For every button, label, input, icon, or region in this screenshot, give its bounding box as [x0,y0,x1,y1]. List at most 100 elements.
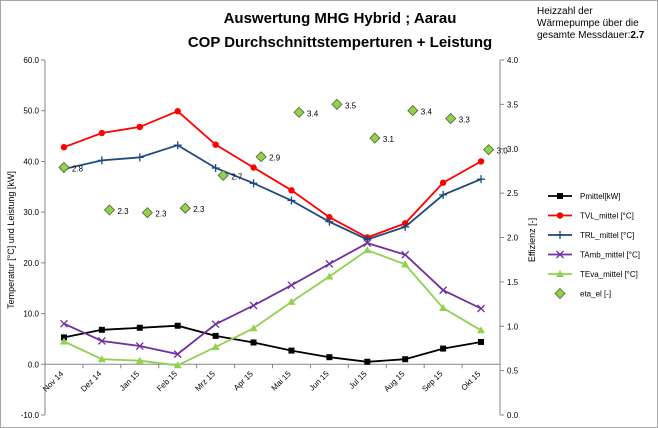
data-label: 2.3 [193,205,205,214]
y-axis-label: Temperatur [°C] und Leistung [kW] [6,171,16,309]
x-tick-label: Dez 14 [79,369,104,394]
series-line [63,249,482,367]
marker-diamond [293,106,305,118]
marker-square [174,322,181,329]
marker-triangle [173,361,182,369]
series-line [63,144,482,241]
marker-square [478,338,485,345]
marker-plus [556,231,564,239]
marker-square [402,356,409,363]
marker-circle [439,179,447,186]
marker-triangle [59,337,68,345]
marker-triangle [97,355,106,363]
x-tick-label: Jan 15 [118,369,142,393]
y2-tick-label: 3.5 [507,100,519,109]
axes: 60.0 50.0 40.0 30.0 20.0 10.0 0.0 -10.0 4.0 3.5 3.… [21,56,519,420]
x-tick-label: Aug 15 [382,369,407,394]
marker-plus [477,175,486,184]
data-label: 3.4 [307,109,319,118]
y2-tick-label: 2.0 [507,234,519,243]
marker-circle [477,158,485,165]
marker-x [135,342,144,350]
marker-square [98,326,105,333]
chart-subtitle: COP Durchschnittstemperturen + Leistung [187,34,493,51]
series-line [63,242,482,356]
x-tick-label: Jun 15 [307,369,331,393]
marker-x [97,336,106,345]
y2-tick-label: 1.0 [507,322,519,331]
legend-label: TVL_mittel [°C] [580,212,634,221]
marker-diamond [141,207,153,219]
x-tick-label: Okt 15 [459,369,482,392]
marker-circle [288,187,295,194]
marker-square [60,334,67,341]
marker-circle [60,144,68,151]
y-tick-label: 40.0 [23,157,39,166]
x-tick-label: Apr 15 [232,369,255,392]
marker-x [173,350,182,359]
y2-tick-label: 4.0 [507,56,519,65]
summary-note: Heizzahl der Wärmepumpe über die gesamte… [537,6,655,42]
marker-diamond [445,113,457,125]
marker-x [401,250,410,259]
marker-square [440,345,447,352]
marker-x [249,301,258,310]
marker-plus [325,217,334,226]
marker-x [439,286,448,295]
data-label: 3.1 [383,135,395,144]
marker-diamond [331,98,343,110]
marker-diamond [58,161,70,173]
marker-circle [98,129,106,137]
y2-axis-label: Effizienz [-] [527,218,537,262]
y-tick-label: 60.0 [23,56,39,65]
marker-diamond [483,144,495,156]
marker-triangle [249,324,258,332]
marker-diamond [369,132,381,144]
marker-circle [136,123,143,131]
y2-tick-label: 3.0 [507,145,519,154]
marker-plus [211,164,220,173]
marker-x [363,239,372,248]
marker-square [557,193,563,199]
y-tick-label: 50.0 [23,107,39,116]
marker-x [477,304,486,313]
marker-plus [439,190,448,199]
marker-plus [287,196,296,205]
legend-label: TEva_mittel [°C] [580,270,638,279]
marker-triangle [439,303,448,311]
series-line [63,110,482,239]
marker-triangle [363,246,372,254]
x-tick-label: Mai 15 [270,369,294,393]
marker-square [364,358,371,365]
marker-circle [250,164,257,171]
marker-triangle [135,356,144,364]
marker-circle [556,212,564,219]
marker-triangle [477,326,486,334]
y-tick-label: 30.0 [23,208,39,217]
chart-title: Auswertung MHG Hybrid ; Aarau [223,10,457,27]
summary-note-value: 2.7 [630,30,645,41]
marker-diamond [217,169,229,181]
marker-x [287,281,296,290]
data-label: 3.4 [421,108,433,117]
marker-square [288,347,295,354]
data-label: 3.5 [345,101,357,110]
marker-diamond [255,151,267,163]
plot-area: 2.8 2.3 2.3 2.3 2.7 2.9 3.4 3.5 3.1 3.4 3.3 3.0 [58,98,508,369]
marker-plus [249,179,258,188]
data-label: 2.3 [155,210,167,219]
y2-tick-label: 0.5 [507,367,519,376]
data-label: 2.8 [72,164,84,173]
data-label: 2.7 [231,172,243,181]
legend-label: TRL_mittel [°C] [580,231,634,240]
y2-tick-label: 1.5 [507,278,519,287]
data-label: 2.3 [117,207,129,216]
summary-note-text: Heizzahl der Wärmepumpe über die gesamte… [537,6,639,41]
marker-x [325,259,334,268]
y-tick-label: -10.0 [21,411,40,420]
marker-diamond [179,202,191,214]
x-tick-label: Jul 15 [347,369,369,391]
marker-square [136,324,143,331]
marker-diamond [407,105,419,117]
marker-plus [135,153,144,162]
